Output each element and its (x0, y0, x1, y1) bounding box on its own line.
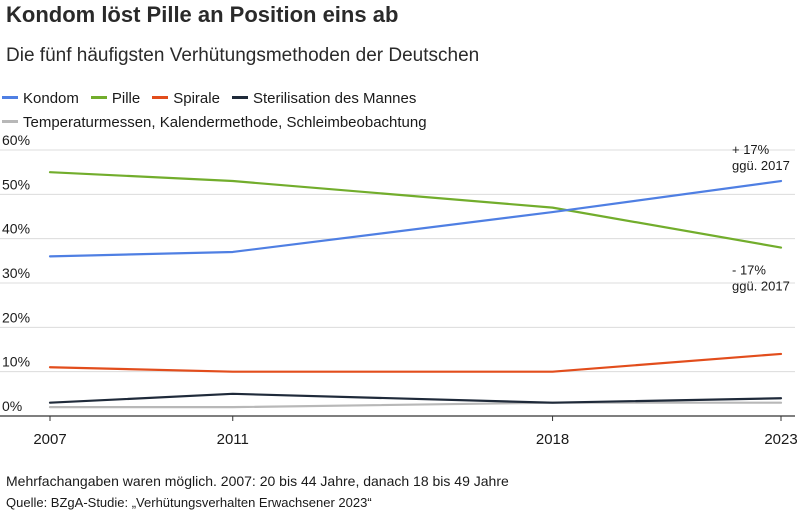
chart-subtitle: Die fünf häufigsten Verhütungsmethoden d… (6, 45, 480, 66)
series-line-sterilisation-des-mannes (48, 392, 783, 404)
footnote: Mehrfachangaben waren möglich. 2007: 20 … (6, 473, 509, 489)
legend-swatch (90, 95, 107, 99)
legend-label: Kondom (23, 90, 79, 107)
legend-item: Sterilisation des Mannes (231, 87, 417, 111)
annotation-line1: - 17% (732, 263, 766, 278)
series-line-kondom (48, 179, 783, 258)
series-line-pille (48, 171, 783, 249)
annotation-line1: + 17% (732, 142, 770, 157)
series-line-spirale (48, 352, 783, 373)
legend-item: Spirale (152, 87, 220, 111)
legend-label: Sterilisation des Mannes (252, 90, 417, 107)
source-note: Quelle: BZgA-Studie: „Verhütungsverhalte… (6, 495, 372, 510)
y-tick-label: 10% (2, 354, 30, 370)
annotation-line2: ggü. 2017 (732, 279, 790, 294)
y-tick-label: 50% (2, 176, 30, 192)
legend-swatch (2, 119, 18, 123)
legend-label: Temperaturmessen, Kalendermethode, Schle… (23, 114, 427, 131)
y-tick-label: 60% (2, 132, 30, 148)
x-tick-label: 2007 (33, 431, 66, 448)
legend-item: Pille (90, 87, 141, 111)
legend-item: Kondom (2, 87, 79, 111)
series-line-temperaturmessen-kalendermethode-schleimbeobachtung (48, 401, 783, 409)
y-tick-label: 0% (2, 398, 22, 414)
legend-item: Temperaturmessen, Kalendermethode, Schle… (2, 111, 427, 135)
chart-title: Kondom löst Pille an Position eins ab (6, 2, 399, 27)
y-tick-label: 30% (2, 265, 30, 281)
legend-swatch (2, 95, 18, 99)
y-tick-label: 20% (2, 309, 30, 325)
x-tick-label: 2023 (764, 431, 797, 448)
y-tick-label: 40% (2, 221, 30, 237)
legend-swatch (231, 95, 248, 99)
legend-swatch (152, 95, 169, 99)
legend-label: Spirale (173, 90, 220, 107)
annotation-line2: ggü. 2017 (732, 158, 790, 173)
legend-label: Pille (111, 90, 141, 107)
x-tick-label: 2018 (536, 431, 569, 448)
legend: Kondom Pille Spirale Sterilisation des Mann… (2, 87, 772, 135)
x-tick-label: 2011 (217, 431, 249, 448)
